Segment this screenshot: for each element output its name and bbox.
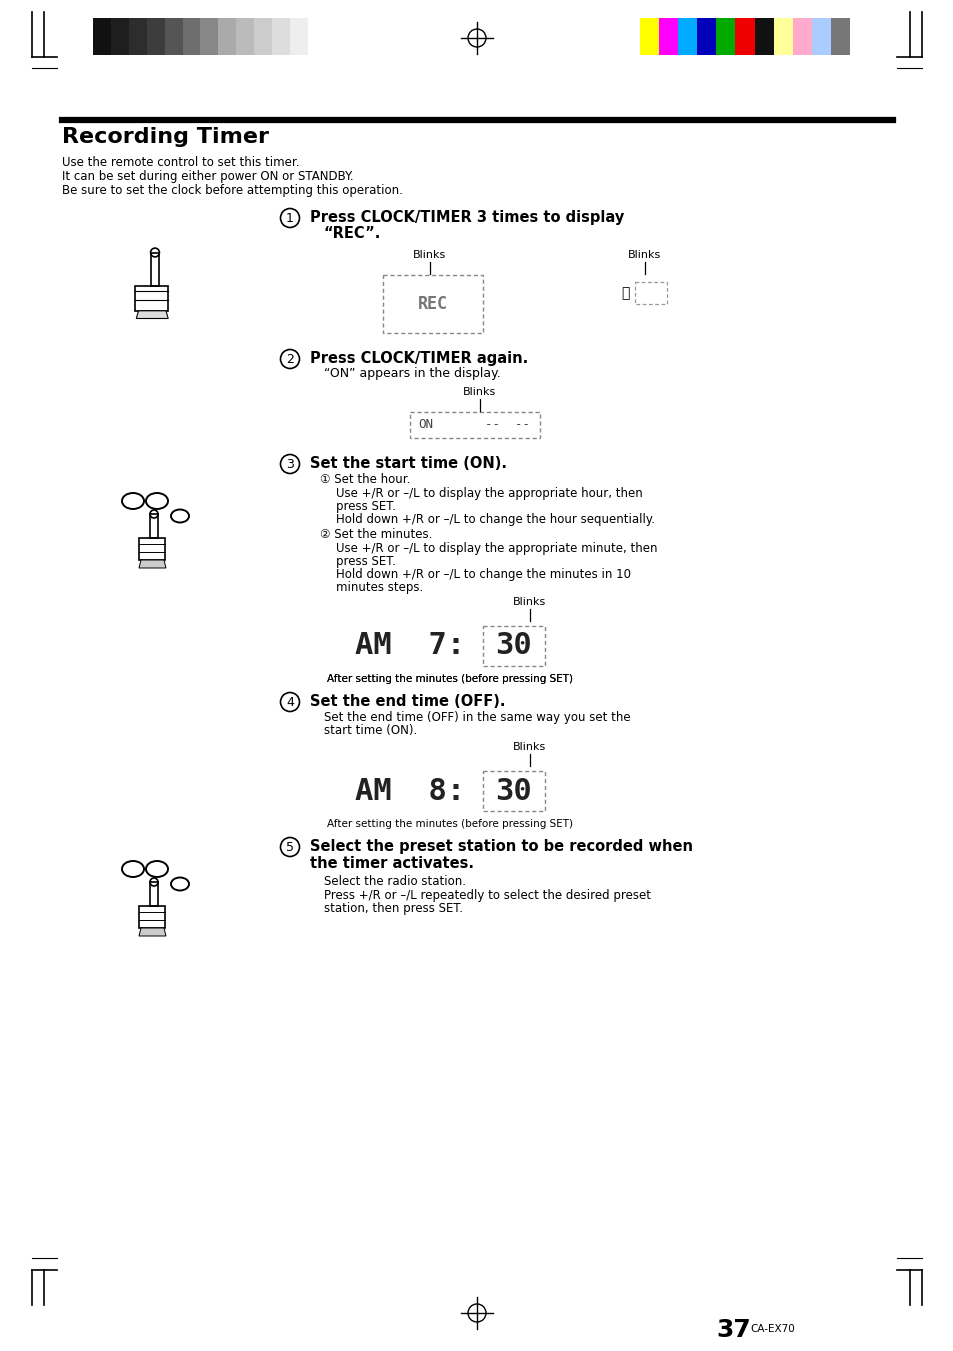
Bar	[830, 18, 849, 55]
Text: 30: 30	[496, 777, 532, 805]
Polygon shape	[139, 928, 166, 936]
Polygon shape	[139, 561, 166, 567]
Text: press SET.: press SET.	[335, 555, 395, 567]
Bar	[792, 18, 811, 55]
Text: After setting the minutes (before pressing SET): After setting the minutes (before pressi…	[327, 674, 573, 684]
Text: Set the start time (ON).: Set the start time (ON).	[310, 457, 506, 471]
Bar	[92, 18, 111, 55]
Bar	[272, 18, 290, 55]
Bar	[754, 18, 773, 55]
Text: ⌚: ⌚	[620, 286, 629, 300]
Text: 2: 2	[286, 353, 294, 366]
Text: minutes steps.: minutes steps.	[335, 581, 423, 594]
Bar	[200, 18, 218, 55]
Text: AM  7:: AM 7:	[355, 631, 465, 661]
Bar	[182, 18, 200, 55]
Bar	[678, 18, 697, 55]
Bar	[236, 18, 254, 55]
Bar	[482, 771, 544, 811]
Text: Press +/R or –/L repeatedly to select the desired preset: Press +/R or –/L repeatedly to select th…	[324, 889, 650, 902]
Text: ON: ON	[417, 419, 433, 431]
Text: Use +/R or –/L to display the appropriate hour, then: Use +/R or –/L to display the appropriat…	[335, 486, 642, 500]
Text: ① Set the hour.: ① Set the hour.	[319, 473, 410, 486]
Bar	[290, 18, 308, 55]
Text: “REC”.: “REC”.	[324, 226, 381, 240]
Text: start time (ON).: start time (ON).	[324, 724, 416, 738]
Bar	[639, 18, 659, 55]
Text: station, then press SET.: station, then press SET.	[324, 902, 462, 915]
Text: press SET.: press SET.	[335, 500, 395, 513]
Text: ② Set the minutes.: ② Set the minutes.	[319, 528, 432, 540]
Text: 37: 37	[716, 1319, 750, 1342]
Bar	[111, 18, 129, 55]
Text: Hold down +/R or –/L to change the minutes in 10: Hold down +/R or –/L to change the minut…	[335, 567, 630, 581]
Text: “ON” appears in the display.: “ON” appears in the display.	[324, 367, 500, 380]
Text: Recording Timer: Recording Timer	[62, 127, 269, 147]
Text: Use +/R or –/L to display the appropriate minute, then: Use +/R or –/L to display the appropriat…	[335, 542, 657, 555]
Text: Blinks: Blinks	[413, 250, 446, 259]
Bar	[697, 18, 716, 55]
Text: Be sure to set the clock before attempting this operation.: Be sure to set the clock before attempti…	[62, 184, 402, 197]
Text: Blinks: Blinks	[628, 250, 661, 259]
Text: Blinks: Blinks	[513, 597, 546, 607]
Polygon shape	[136, 311, 168, 319]
Text: the timer activates.: the timer activates.	[310, 857, 474, 871]
Text: Use the remote control to set this timer.: Use the remote control to set this timer…	[62, 155, 299, 169]
Bar	[659, 18, 678, 55]
Text: 5: 5	[286, 842, 294, 854]
Text: 30: 30	[496, 631, 532, 661]
Bar	[382, 276, 482, 332]
Bar	[773, 18, 792, 55]
Text: Press CLOCK/TIMER again.: Press CLOCK/TIMER again.	[310, 351, 528, 366]
Text: Press CLOCK/TIMER 3 times to display: Press CLOCK/TIMER 3 times to display	[310, 209, 623, 226]
Bar	[165, 18, 182, 55]
Text: REC: REC	[417, 295, 448, 313]
Bar	[254, 18, 272, 55]
Text: After setting the minutes (before pressing SET): After setting the minutes (before pressi…	[327, 674, 573, 684]
Text: 4: 4	[286, 696, 294, 709]
Text: 3: 3	[286, 458, 294, 471]
Bar	[635, 282, 666, 304]
Text: Select the preset station to be recorded when: Select the preset station to be recorded…	[310, 839, 692, 854]
Text: --  --: -- --	[484, 419, 530, 431]
Text: 1: 1	[286, 212, 294, 226]
Bar	[410, 412, 539, 438]
Text: Hold down +/R or –/L to change the hour sequentially.: Hold down +/R or –/L to change the hour …	[335, 513, 655, 526]
Bar	[147, 18, 165, 55]
Bar	[218, 18, 236, 55]
Text: After setting the minutes (before pressing SET): After setting the minutes (before pressi…	[327, 819, 573, 830]
Text: Set the end time (OFF) in the same way you set the: Set the end time (OFF) in the same way y…	[324, 711, 630, 724]
Bar	[716, 18, 735, 55]
Text: Set the end time (OFF).: Set the end time (OFF).	[310, 694, 505, 709]
Bar	[735, 18, 754, 55]
Bar	[482, 626, 544, 666]
Bar	[129, 18, 147, 55]
Text: AM  8:: AM 8:	[355, 777, 465, 805]
Text: It can be set during either power ON or STANDBY.: It can be set during either power ON or …	[62, 170, 354, 182]
Text: Select the radio station.: Select the radio station.	[324, 875, 465, 888]
Text: Blinks: Blinks	[513, 742, 546, 753]
Text: Blinks: Blinks	[463, 386, 497, 397]
Bar	[811, 18, 830, 55]
Text: CA-EX70: CA-EX70	[749, 1324, 794, 1333]
